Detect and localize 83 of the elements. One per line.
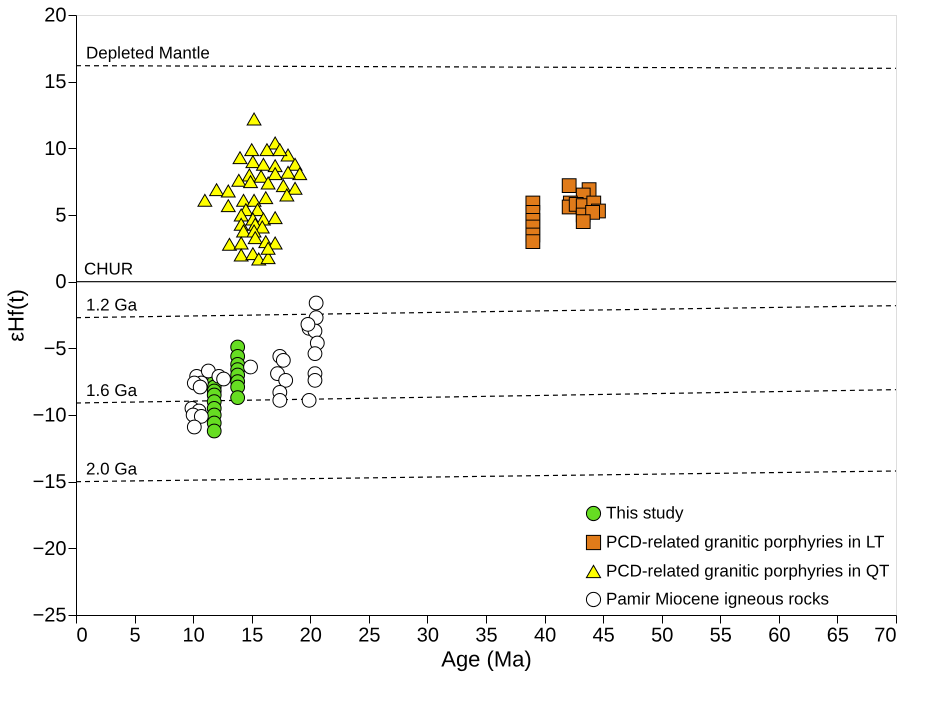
y-tick-label: −10 [32, 404, 66, 426]
ref-line-label: CHUR [84, 260, 134, 279]
x-tick-label: 50 [651, 624, 674, 646]
point [256, 158, 271, 171]
x-tick-label: 20 [300, 624, 322, 646]
y-tick-label: −15 [32, 471, 66, 494]
point [192, 380, 208, 394]
x-tick-label: 55 [710, 624, 732, 646]
point [525, 234, 540, 250]
point [216, 372, 231, 386]
x-tick-label: 10 [182, 624, 205, 646]
point [260, 176, 276, 190]
point [186, 420, 202, 434]
point [245, 155, 260, 168]
point [232, 151, 248, 164]
x-tick-label: 40 [534, 624, 556, 646]
y-tick-label: −5 [44, 338, 66, 360]
series-label: 2.0 Ga [86, 460, 138, 479]
point [308, 296, 324, 310]
point [243, 360, 258, 374]
point [209, 183, 224, 196]
point [268, 167, 283, 180]
point [234, 236, 249, 250]
point [246, 112, 262, 126]
point [258, 191, 274, 204]
point [234, 208, 249, 222]
series-label: 1.2 Ga [86, 296, 138, 315]
point [308, 346, 322, 362]
series-label: Depleted Mantle [86, 44, 210, 63]
y-tick-label: −25 [32, 604, 66, 626]
x-tick-label: 15 [241, 624, 264, 646]
legend-label: Pamir Miocene igneous rocks [606, 590, 829, 608]
point [260, 143, 274, 156]
x-axis-title: Age (Ma) [441, 646, 532, 672]
y-tick-label: 0 [55, 271, 66, 294]
legend-label: This study [606, 504, 684, 522]
point [308, 372, 322, 388]
series-label: 1.6 Ga [86, 381, 138, 400]
point [230, 390, 246, 406]
point [194, 408, 209, 424]
point [280, 166, 296, 179]
point [576, 214, 591, 230]
point [272, 143, 288, 156]
y-axis-title: εHf(t) [4, 289, 29, 342]
y-tick-label: 15 [44, 71, 66, 94]
point [562, 178, 577, 194]
point [268, 211, 283, 224]
point [272, 392, 288, 408]
x-tick-label: 60 [768, 624, 790, 646]
point [300, 316, 316, 332]
point [220, 184, 236, 198]
x-tick-label: 45 [592, 624, 615, 646]
point [292, 167, 308, 180]
x-tick-label: 5 [130, 624, 141, 646]
x-tick-label: 30 [416, 624, 440, 646]
point [244, 143, 260, 156]
point [234, 248, 249, 262]
point [276, 352, 291, 368]
point [254, 170, 268, 183]
x-tick-label: 25 [358, 624, 380, 646]
y-tick-label: 10 [44, 138, 66, 160]
y-tick-label: 20 [44, 4, 66, 26]
point [279, 188, 294, 202]
y-tick-label: −20 [32, 538, 66, 560]
x-tick-label: 35 [475, 624, 498, 646]
x-tick-label: 0 [76, 624, 88, 646]
legend-label: PCD-related granitic porphyries in LT [606, 532, 884, 552]
x-tick-label: 65 [826, 624, 850, 646]
point [278, 372, 294, 388]
point [231, 174, 246, 187]
legend-label: PCD-related granitic porphyries in QT [606, 562, 890, 580]
point [248, 231, 263, 244]
point [260, 242, 276, 255]
point [197, 194, 212, 207]
point [220, 199, 236, 212]
point [280, 148, 296, 162]
point [302, 392, 317, 408]
x-tick-label: 70 [874, 624, 896, 646]
point [288, 182, 302, 195]
y-tick-label: 5 [55, 204, 66, 226]
point [206, 424, 222, 438]
point [243, 175, 258, 188]
point [222, 238, 237, 251]
